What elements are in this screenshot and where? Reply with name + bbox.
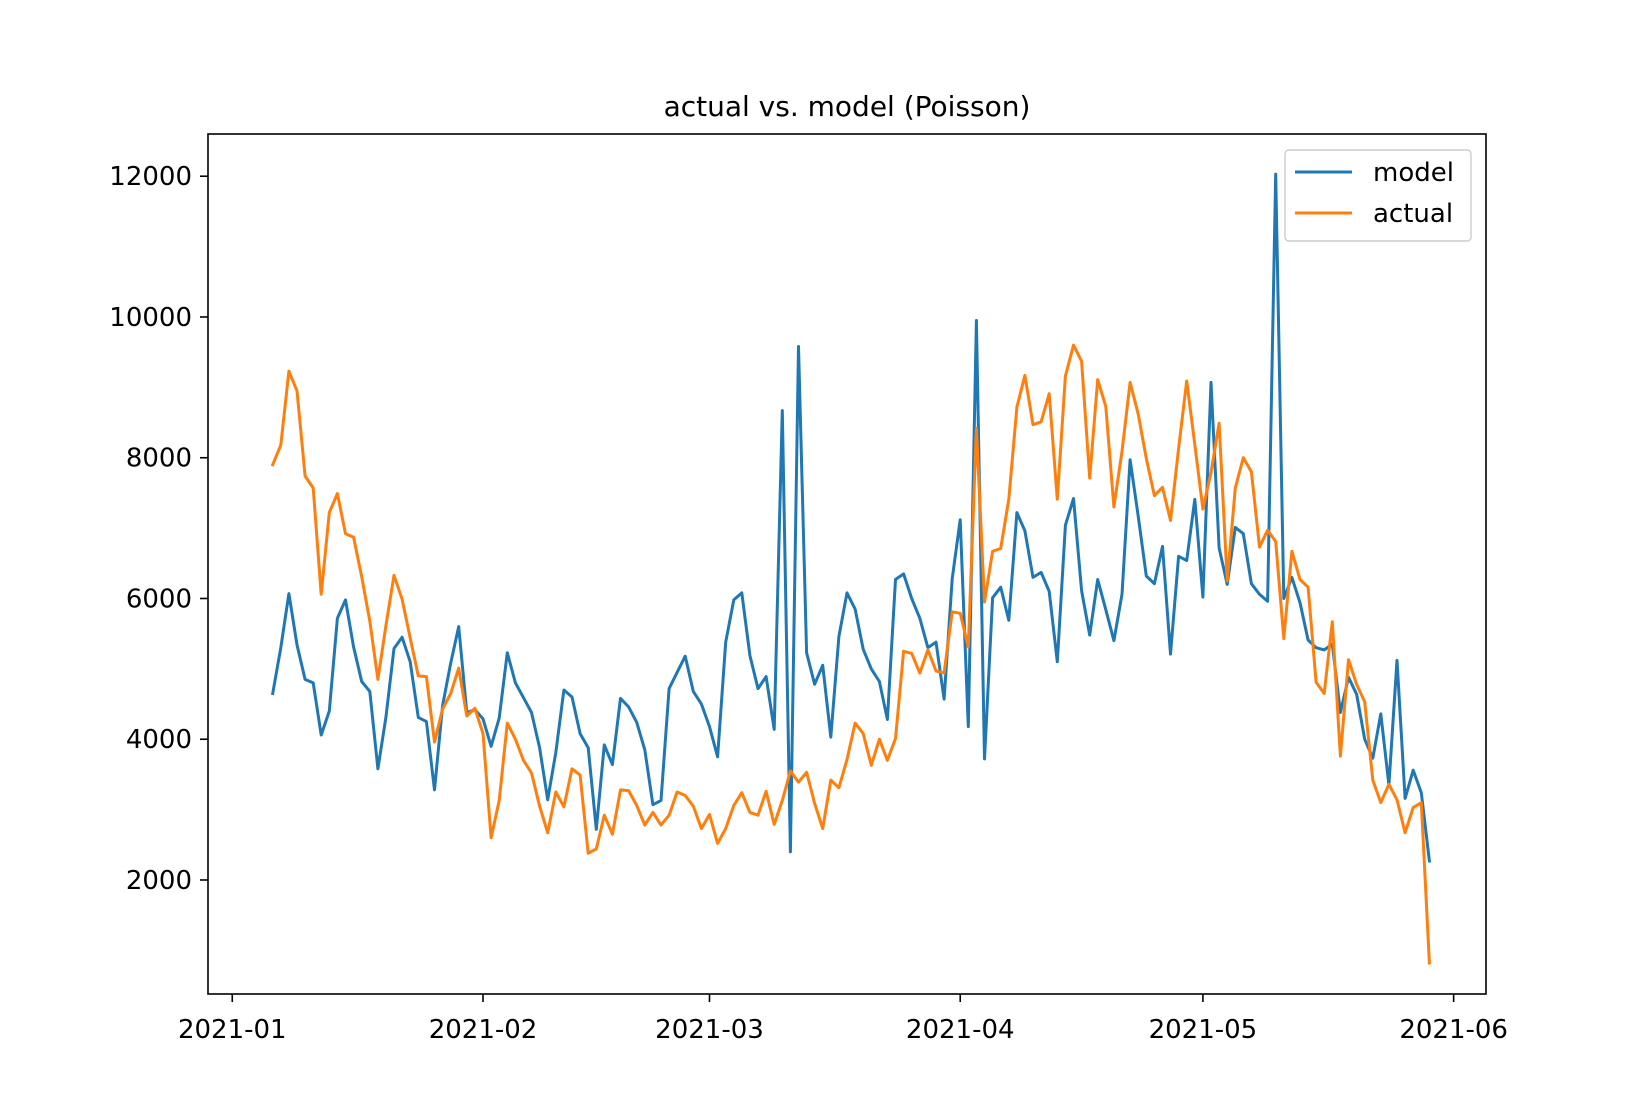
- x-tick-label: 2021-06: [1399, 1015, 1508, 1045]
- x-tick-label: 2021-01: [178, 1015, 287, 1045]
- x-tick-label: 2021-02: [429, 1015, 538, 1045]
- axis-ticks: 2000 4000 6000 8000 10000 12000 2021-01 2021-02…: [109, 162, 1508, 1045]
- legend-label-model: model: [1373, 158, 1454, 188]
- x-tick-label: 2021-04: [906, 1015, 1015, 1045]
- legend: model actual: [1284, 149, 1472, 242]
- plot-frame: [207, 133, 1487, 995]
- legend-label-actual: actual: [1373, 199, 1453, 229]
- y-tick-label: 8000: [126, 444, 192, 474]
- x-tick-label: 2021-05: [1149, 1015, 1258, 1045]
- y-tick-label: 4000: [126, 725, 192, 755]
- series-line-actual: [270, 343, 1431, 965]
- plot-lines: [270, 172, 1432, 965]
- y-tick-label: 12000: [109, 162, 192, 192]
- x-tick-label: 2021-03: [655, 1015, 764, 1045]
- chart-title: actual vs. model (Poisson): [664, 90, 1031, 123]
- y-tick-label: 6000: [126, 584, 192, 614]
- series-line-model: [270, 172, 1432, 863]
- y-tick-label: 10000: [109, 303, 192, 333]
- y-tick-label: 2000: [126, 866, 192, 896]
